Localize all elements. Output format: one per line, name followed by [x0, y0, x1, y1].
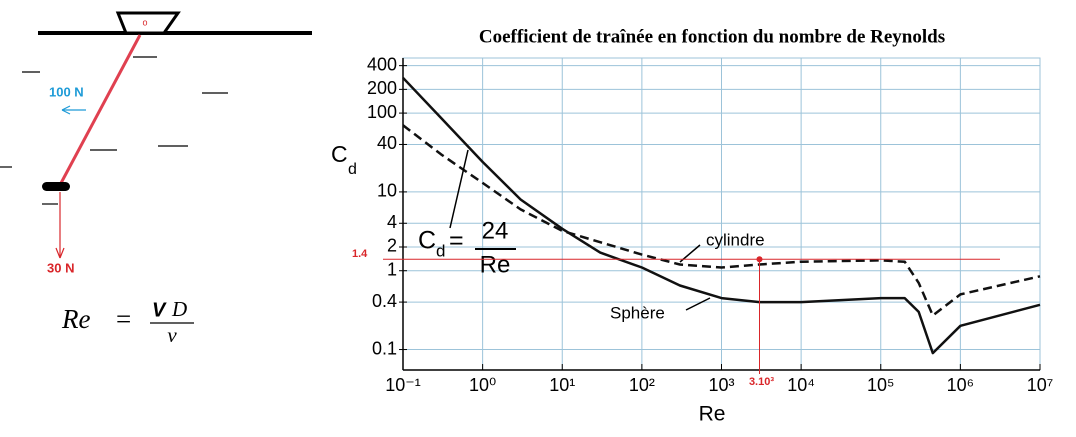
y-tick-label: 40 [377, 133, 397, 153]
force-label: 30 N [47, 260, 74, 275]
y-tick-label: 1 [387, 259, 397, 279]
formula: Re [480, 251, 511, 278]
x-tick-label: 10⁴ [787, 375, 815, 395]
x-axis-label: Re [699, 403, 726, 426]
chart-title: Coefficient de traînée en fonction du no… [479, 26, 945, 47]
y-tick-label: 100 [367, 102, 397, 122]
y-tick-label: 0.4 [372, 291, 397, 311]
reference-point [756, 256, 763, 263]
formula-den: ν [167, 323, 177, 347]
force-label: 100 N [49, 84, 84, 99]
leader [449, 149, 469, 229]
y-tick-label: 200 [367, 78, 397, 98]
chart: Coefficient de traînée en fonction du no… [331, 26, 1053, 425]
reference-label: 1.4 [352, 248, 368, 260]
series-label: cylindre [706, 230, 765, 249]
x-tick-label: 10² [629, 375, 655, 395]
x-tick-label: 10⁻¹ [385, 375, 421, 395]
series-label: Sphère [610, 303, 665, 322]
rod [58, 34, 142, 186]
y-tick-label: 400 [367, 54, 397, 74]
y-tick-label: 0.1 [372, 338, 397, 358]
x-tick-label: 10⁷ [1027, 375, 1054, 395]
arrow-head [61, 105, 71, 115]
x-tick-label: 10⁰ [469, 375, 496, 395]
arrow-head [55, 247, 65, 259]
x-tick-label: 10⁵ [867, 375, 894, 395]
y-tick-label: 4 [387, 212, 397, 232]
formula: C [418, 227, 436, 255]
mass [42, 182, 70, 191]
formula-v: V [152, 299, 167, 321]
formula-d: D [171, 297, 187, 321]
formula: d [436, 241, 445, 260]
leader [685, 297, 711, 311]
formula: 24 [482, 217, 509, 244]
marks [0, 56, 228, 205]
y-tick-label: 10 [377, 181, 397, 201]
y-axis-label: C [331, 141, 348, 167]
x-tick-label: 10¹ [549, 375, 575, 395]
reference-label: 3.10³ [749, 376, 774, 388]
pivot-label: o [142, 17, 147, 27]
y-axis-label-sub: d [348, 161, 357, 178]
support [115, 11, 181, 35]
series-line [402, 76, 1041, 355]
formula: Re = V D ν [61, 297, 194, 347]
formula-eq: = [116, 304, 131, 334]
x-tick-label: 10³ [708, 375, 734, 395]
diagram: o 100 N 30 N Re = V D ν [0, 11, 312, 347]
formula-lhs: Re [61, 304, 90, 334]
formula: = [449, 227, 464, 255]
x-tick-label: 10⁶ [947, 375, 974, 395]
y-tick-label: 2 [387, 236, 397, 256]
series-line [402, 124, 1041, 317]
